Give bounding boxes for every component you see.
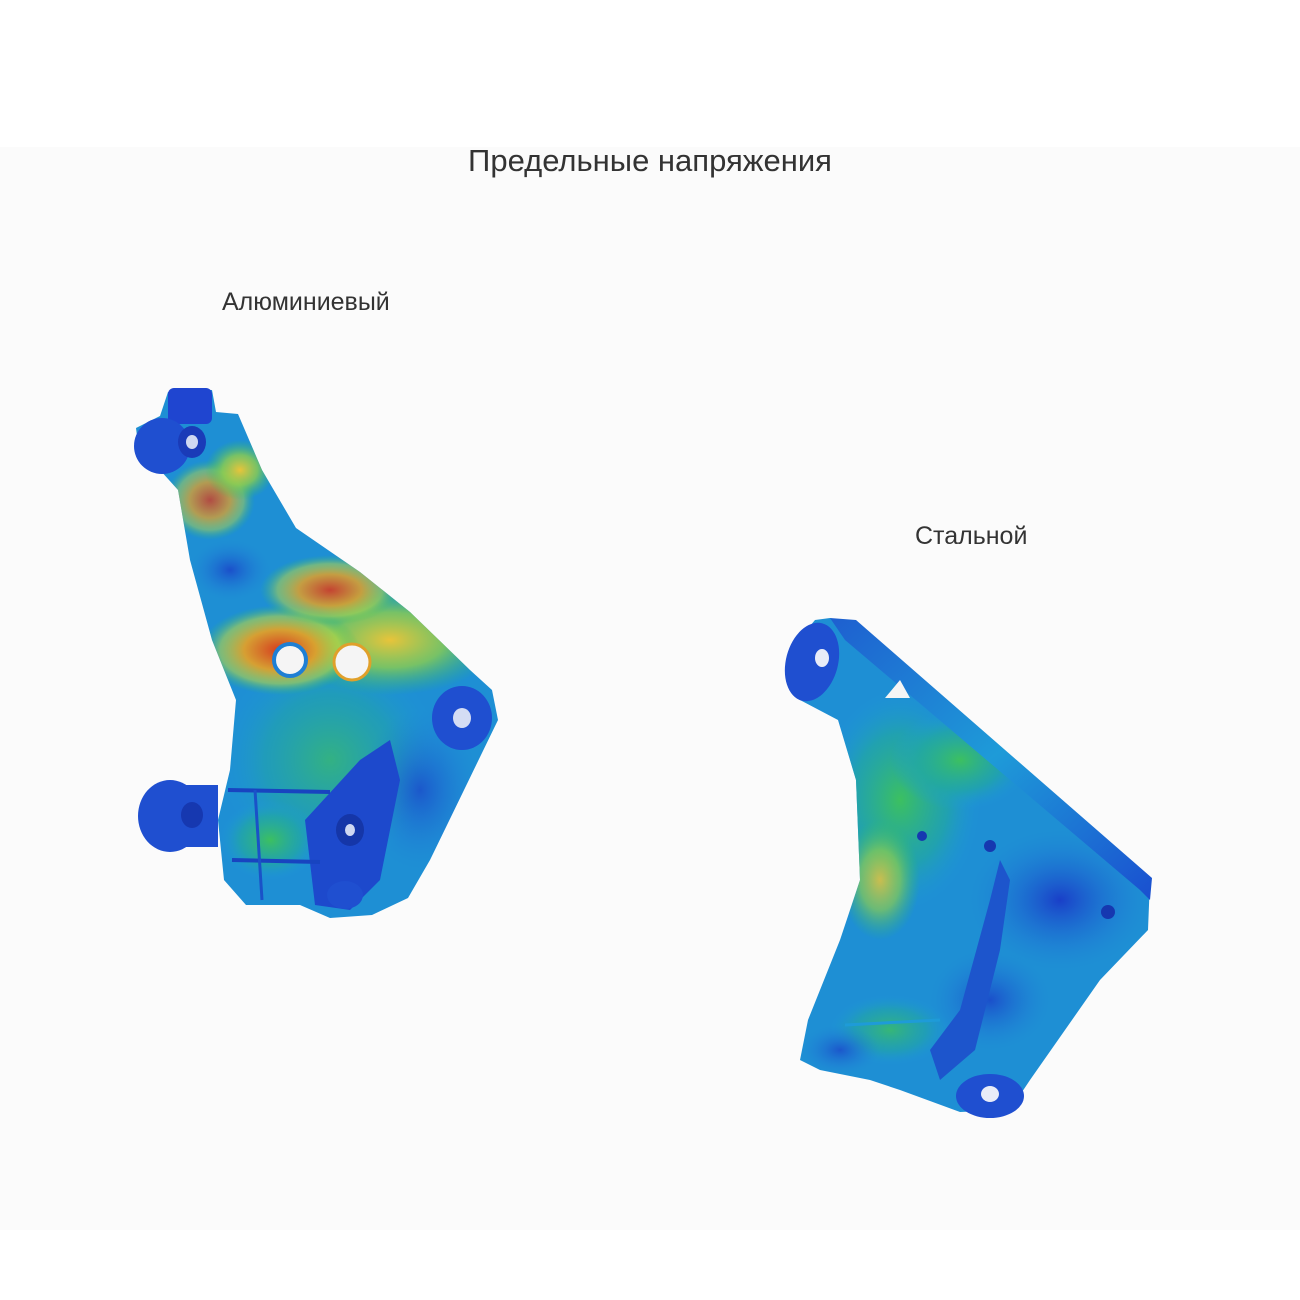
steel-bracket [784, 618, 1152, 1118]
steel-top-lug [784, 622, 840, 702]
aluminum-part-label: Алюминиевый [222, 288, 390, 316]
steel-edge-plate [830, 618, 1152, 900]
aluminum-hole-left [272, 642, 308, 678]
page-title: Предельные напряжения [468, 143, 832, 178]
steel-part-label: Стальной [915, 522, 1028, 550]
aluminum-top-cylinder [134, 418, 190, 474]
render-background [0, 147, 1300, 1230]
steel-triangle-cutout [885, 680, 910, 698]
aluminum-top-boss [168, 388, 212, 424]
aluminum-hole-right [332, 642, 372, 682]
steel-inner-rib [930, 860, 1010, 1080]
aluminum-bracket [134, 388, 498, 918]
